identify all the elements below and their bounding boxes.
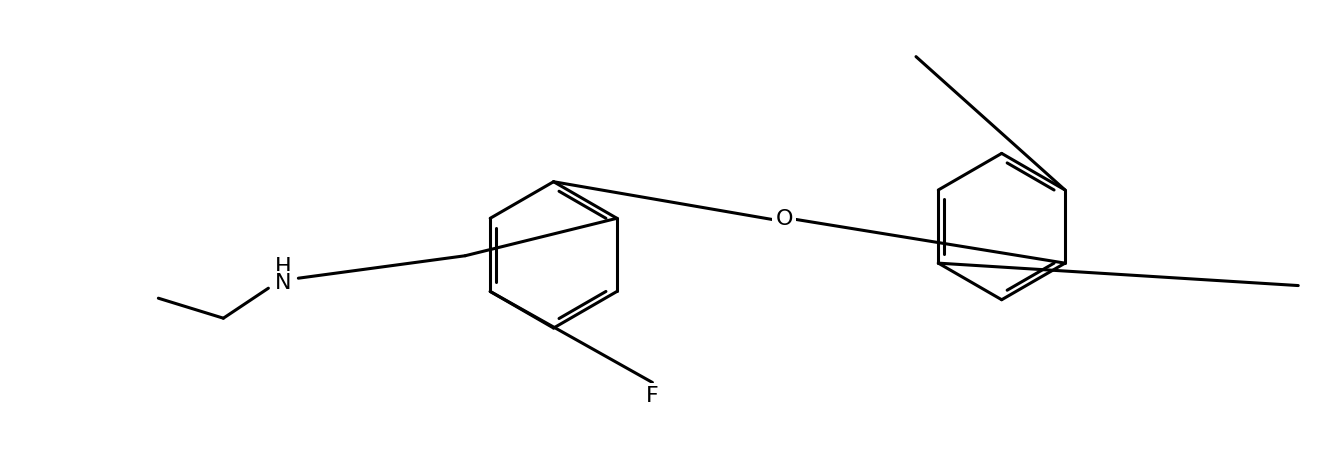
Text: F: F — [646, 387, 659, 406]
Text: H: H — [275, 257, 291, 277]
Text: N: N — [275, 273, 291, 293]
Text: O: O — [775, 210, 793, 229]
